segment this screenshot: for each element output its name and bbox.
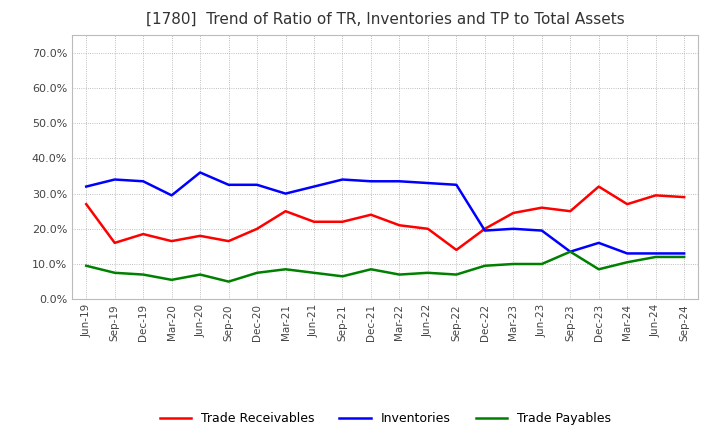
Trade Payables bbox=[167, 277, 176, 282]
Trade Receivables bbox=[82, 202, 91, 207]
Trade Receivables bbox=[196, 233, 204, 238]
Inventories bbox=[282, 191, 290, 196]
Inventories bbox=[110, 177, 119, 182]
Trade Receivables bbox=[225, 238, 233, 244]
Trade Payables bbox=[623, 260, 631, 265]
Trade Payables bbox=[566, 249, 575, 254]
Inventories bbox=[480, 228, 489, 233]
Inventories bbox=[139, 179, 148, 184]
Trade Receivables bbox=[566, 209, 575, 214]
Trade Payables bbox=[652, 254, 660, 260]
Legend: Trade Receivables, Inventories, Trade Payables: Trade Receivables, Inventories, Trade Pa… bbox=[155, 407, 616, 430]
Inventories bbox=[338, 177, 347, 182]
Trade Payables bbox=[310, 270, 318, 275]
Trade Receivables bbox=[110, 240, 119, 246]
Inventories bbox=[566, 249, 575, 254]
Trade Payables bbox=[110, 270, 119, 275]
Inventories bbox=[225, 182, 233, 187]
Inventories bbox=[623, 251, 631, 256]
Trade Payables bbox=[480, 263, 489, 268]
Inventories bbox=[82, 184, 91, 189]
Trade Payables bbox=[595, 267, 603, 272]
Inventories bbox=[680, 251, 688, 256]
Trade Receivables bbox=[366, 212, 375, 217]
Trade Receivables bbox=[680, 194, 688, 200]
Inventories bbox=[509, 226, 518, 231]
Inventories bbox=[537, 228, 546, 233]
Trade Receivables bbox=[537, 205, 546, 210]
Trade Payables bbox=[423, 270, 432, 275]
Trade Payables bbox=[395, 272, 404, 277]
Inventories bbox=[652, 251, 660, 256]
Trade Payables bbox=[537, 261, 546, 267]
Trade Receivables bbox=[310, 219, 318, 224]
Trade Payables bbox=[366, 267, 375, 272]
Trade Receivables bbox=[452, 247, 461, 253]
Trade Payables bbox=[509, 261, 518, 267]
Trade Receivables bbox=[423, 226, 432, 231]
Trade Payables bbox=[253, 270, 261, 275]
Line: Inventories: Inventories bbox=[86, 172, 684, 253]
Trade Receivables bbox=[338, 219, 347, 224]
Trade Receivables bbox=[139, 231, 148, 237]
Trade Payables bbox=[338, 274, 347, 279]
Trade Payables bbox=[139, 272, 148, 277]
Trade Payables bbox=[282, 267, 290, 272]
Trade Receivables bbox=[395, 223, 404, 228]
Inventories bbox=[310, 184, 318, 189]
Inventories bbox=[253, 182, 261, 187]
Trade Receivables bbox=[167, 238, 176, 244]
Trade Receivables bbox=[282, 209, 290, 214]
Inventories bbox=[196, 170, 204, 175]
Inventories bbox=[366, 179, 375, 184]
Inventories bbox=[167, 193, 176, 198]
Trade Receivables bbox=[595, 184, 603, 189]
Title: [1780]  Trend of Ratio of TR, Inventories and TP to Total Assets: [1780] Trend of Ratio of TR, Inventories… bbox=[146, 12, 624, 27]
Line: Trade Payables: Trade Payables bbox=[86, 252, 684, 282]
Trade Payables bbox=[680, 254, 688, 260]
Trade Payables bbox=[225, 279, 233, 284]
Trade Receivables bbox=[623, 202, 631, 207]
Inventories bbox=[395, 179, 404, 184]
Inventories bbox=[452, 182, 461, 187]
Inventories bbox=[595, 240, 603, 246]
Trade Receivables bbox=[480, 226, 489, 231]
Trade Payables bbox=[452, 272, 461, 277]
Line: Trade Receivables: Trade Receivables bbox=[86, 187, 684, 250]
Trade Payables bbox=[82, 263, 91, 268]
Trade Receivables bbox=[652, 193, 660, 198]
Trade Payables bbox=[196, 272, 204, 277]
Trade Receivables bbox=[509, 210, 518, 216]
Inventories bbox=[423, 180, 432, 186]
Trade Receivables bbox=[253, 226, 261, 231]
